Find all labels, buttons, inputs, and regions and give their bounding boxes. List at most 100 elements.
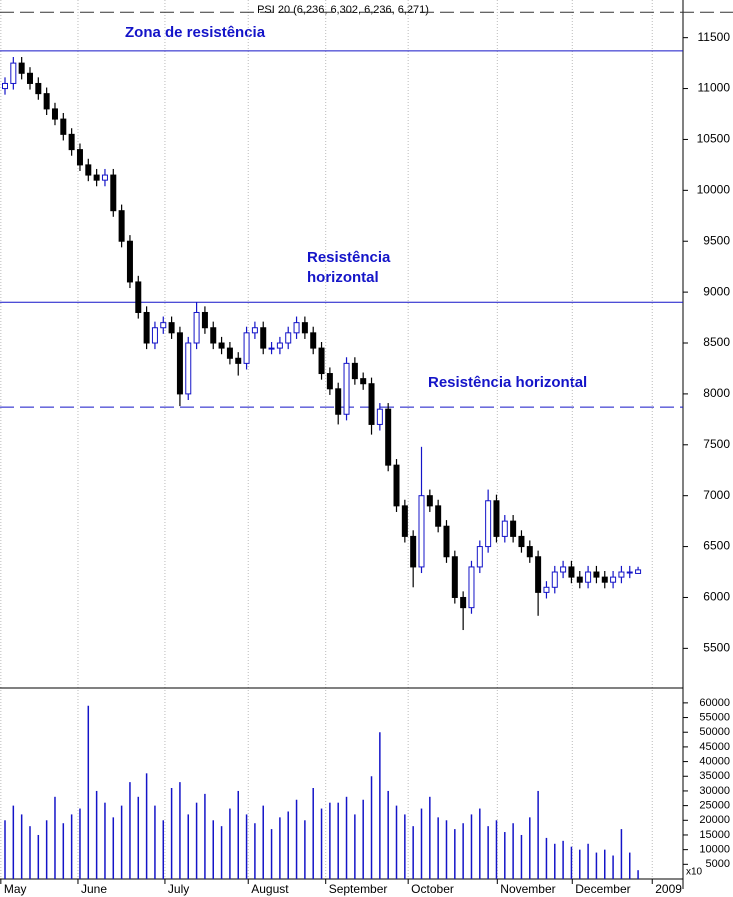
candle-body <box>418 495 425 568</box>
x-tick-label: October <box>411 882 454 896</box>
candle-body <box>318 347 325 375</box>
candle-body <box>510 520 517 537</box>
candle-body <box>376 408 383 425</box>
candle-body <box>610 576 617 583</box>
candle-body <box>251 327 258 334</box>
candle-body <box>560 566 567 573</box>
candle-body <box>110 174 117 212</box>
candle-body <box>310 332 317 349</box>
candle-body <box>435 505 442 527</box>
y-tick-label: 6500 <box>703 539 730 553</box>
candle-body <box>51 108 58 120</box>
candle-body <box>476 546 483 568</box>
annotation: Resistência horizontal <box>428 374 587 391</box>
y-tick-label: 10000 <box>697 183 731 197</box>
candle-body <box>176 332 183 395</box>
annotation: Zona de resistência <box>125 24 266 41</box>
candle-body <box>335 388 342 415</box>
candle-body <box>235 357 242 364</box>
candle-body <box>185 342 192 395</box>
candle-body <box>218 342 225 349</box>
candle-body <box>576 576 583 583</box>
y-tick-label: 5000 <box>706 858 730 870</box>
candle-body <box>426 495 433 507</box>
candle-body <box>101 174 108 181</box>
candle-body <box>368 383 375 425</box>
y-tick-label: 9000 <box>703 284 730 298</box>
x-tick-label: 2009 <box>655 882 682 896</box>
candle-body <box>143 311 150 344</box>
candle-body <box>351 362 358 380</box>
candle-body <box>451 556 458 598</box>
candle-body <box>168 322 175 334</box>
candle-body <box>301 322 308 334</box>
x-tick-label: July <box>168 882 189 896</box>
candle-body <box>85 164 92 176</box>
candle-body <box>585 571 592 583</box>
y-tick-label: 15000 <box>699 829 730 841</box>
candle-body <box>260 327 267 349</box>
candle-body <box>443 525 450 558</box>
candle-body <box>635 569 642 574</box>
y-tick-label: 45000 <box>699 741 730 753</box>
candle-body <box>493 500 500 537</box>
candle-body <box>2 82 8 90</box>
candle-body <box>135 281 142 313</box>
candle-body <box>501 520 508 537</box>
candle-body <box>460 596 467 609</box>
y-tick-label: 60000 <box>699 697 730 709</box>
y-tick-label: 8500 <box>703 335 730 349</box>
candle-body <box>193 311 200 344</box>
candle-body <box>226 347 233 359</box>
candle-body <box>343 362 350 415</box>
candle-body <box>326 373 333 390</box>
candle-body <box>26 72 33 84</box>
candle-body <box>243 332 250 364</box>
candle-body <box>201 311 208 329</box>
candle-body <box>268 347 275 350</box>
candle-body <box>160 322 167 329</box>
y-tick-label: 10500 <box>697 132 731 146</box>
y-tick-label: 40000 <box>699 755 730 767</box>
x-tick-label: December <box>575 882 630 896</box>
candle-body <box>43 93 50 110</box>
y-tick-label: 55000 <box>699 711 730 723</box>
y-tick-label: 10000 <box>699 844 730 856</box>
candle-body <box>68 133 75 151</box>
y-tick-label: 8000 <box>703 386 730 400</box>
candle-body <box>593 571 600 578</box>
annotation: Resistência horizontal <box>307 249 395 286</box>
candle-body <box>60 118 67 135</box>
candle-body <box>93 174 100 181</box>
y-tick-label: 11000 <box>698 81 731 95</box>
candle-body <box>401 505 408 537</box>
axis-multiplier: x10 <box>686 867 703 878</box>
candle-body <box>210 327 217 344</box>
y-tick-label: 20000 <box>699 814 730 826</box>
candle-body <box>10 62 17 84</box>
candle-body <box>360 378 367 385</box>
x-tick-label: November <box>500 882 555 896</box>
candle-body <box>293 322 300 334</box>
y-tick-label: 11500 <box>698 30 731 44</box>
y-tick-label: 50000 <box>699 726 730 738</box>
y-tick-label: 9500 <box>703 233 730 247</box>
candle-body <box>18 62 25 74</box>
y-tick-label: 6000 <box>703 590 730 604</box>
candle-body <box>35 82 42 95</box>
candle-body <box>518 535 525 548</box>
candle-body <box>410 535 417 568</box>
candle-body <box>535 556 542 593</box>
x-tick-label: September <box>329 882 388 896</box>
x-tick-label: August <box>251 882 289 896</box>
y-tick-label: 25000 <box>699 800 730 812</box>
candle-body <box>76 149 83 166</box>
chart-title: PSI 20 (6,236, 6,302, 6,236, 6,271) <box>257 4 429 16</box>
candle-body <box>468 566 475 609</box>
candle-body <box>551 571 558 588</box>
x-tick-label: June <box>81 882 107 896</box>
candle-body <box>118 210 125 242</box>
candle-body <box>126 240 133 283</box>
